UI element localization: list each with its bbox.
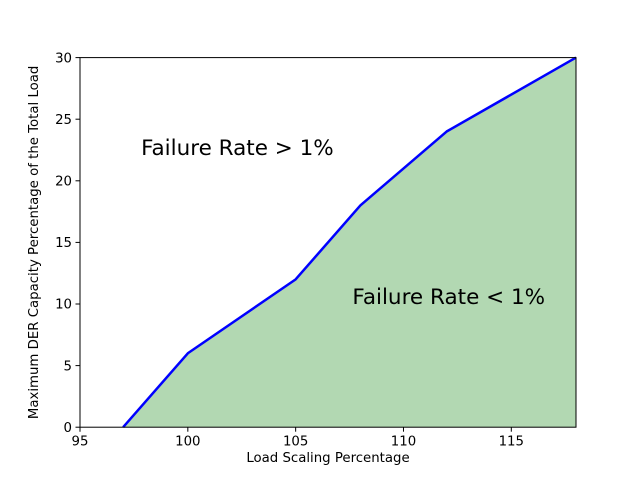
y-tick-label: 0 bbox=[64, 421, 72, 436]
x-tick-label: 115 bbox=[499, 435, 524, 450]
y-tick-label: 30 bbox=[55, 51, 72, 66]
y-tick-label: 10 bbox=[55, 298, 72, 313]
annotation-above-curve: Failure Rate > 1% bbox=[141, 136, 334, 161]
annotation-below-curve: Failure Rate < 1% bbox=[352, 285, 545, 310]
x-tick-label: 95 bbox=[72, 435, 89, 450]
x-tick-label: 105 bbox=[283, 435, 308, 450]
y-tick-label: 5 bbox=[64, 359, 72, 374]
y-tick-label: 25 bbox=[55, 113, 72, 128]
plot-layer: 95 100 105 110 115 0 5 10 15 20 25 30 Load Scaling P… bbox=[27, 51, 577, 466]
x-tick-label: 100 bbox=[175, 435, 200, 450]
y-tick-label: 15 bbox=[55, 236, 72, 251]
x-axis-label: Load Scaling Percentage bbox=[246, 451, 409, 466]
failure-boundary-line bbox=[122, 56, 577, 429]
x-tick-label: 110 bbox=[391, 435, 416, 450]
y-tick-label: 20 bbox=[55, 175, 72, 190]
failure-region-fill bbox=[123, 57, 576, 428]
y-axis-label: Maximum DER Capacity Percentage of the T… bbox=[27, 66, 42, 419]
